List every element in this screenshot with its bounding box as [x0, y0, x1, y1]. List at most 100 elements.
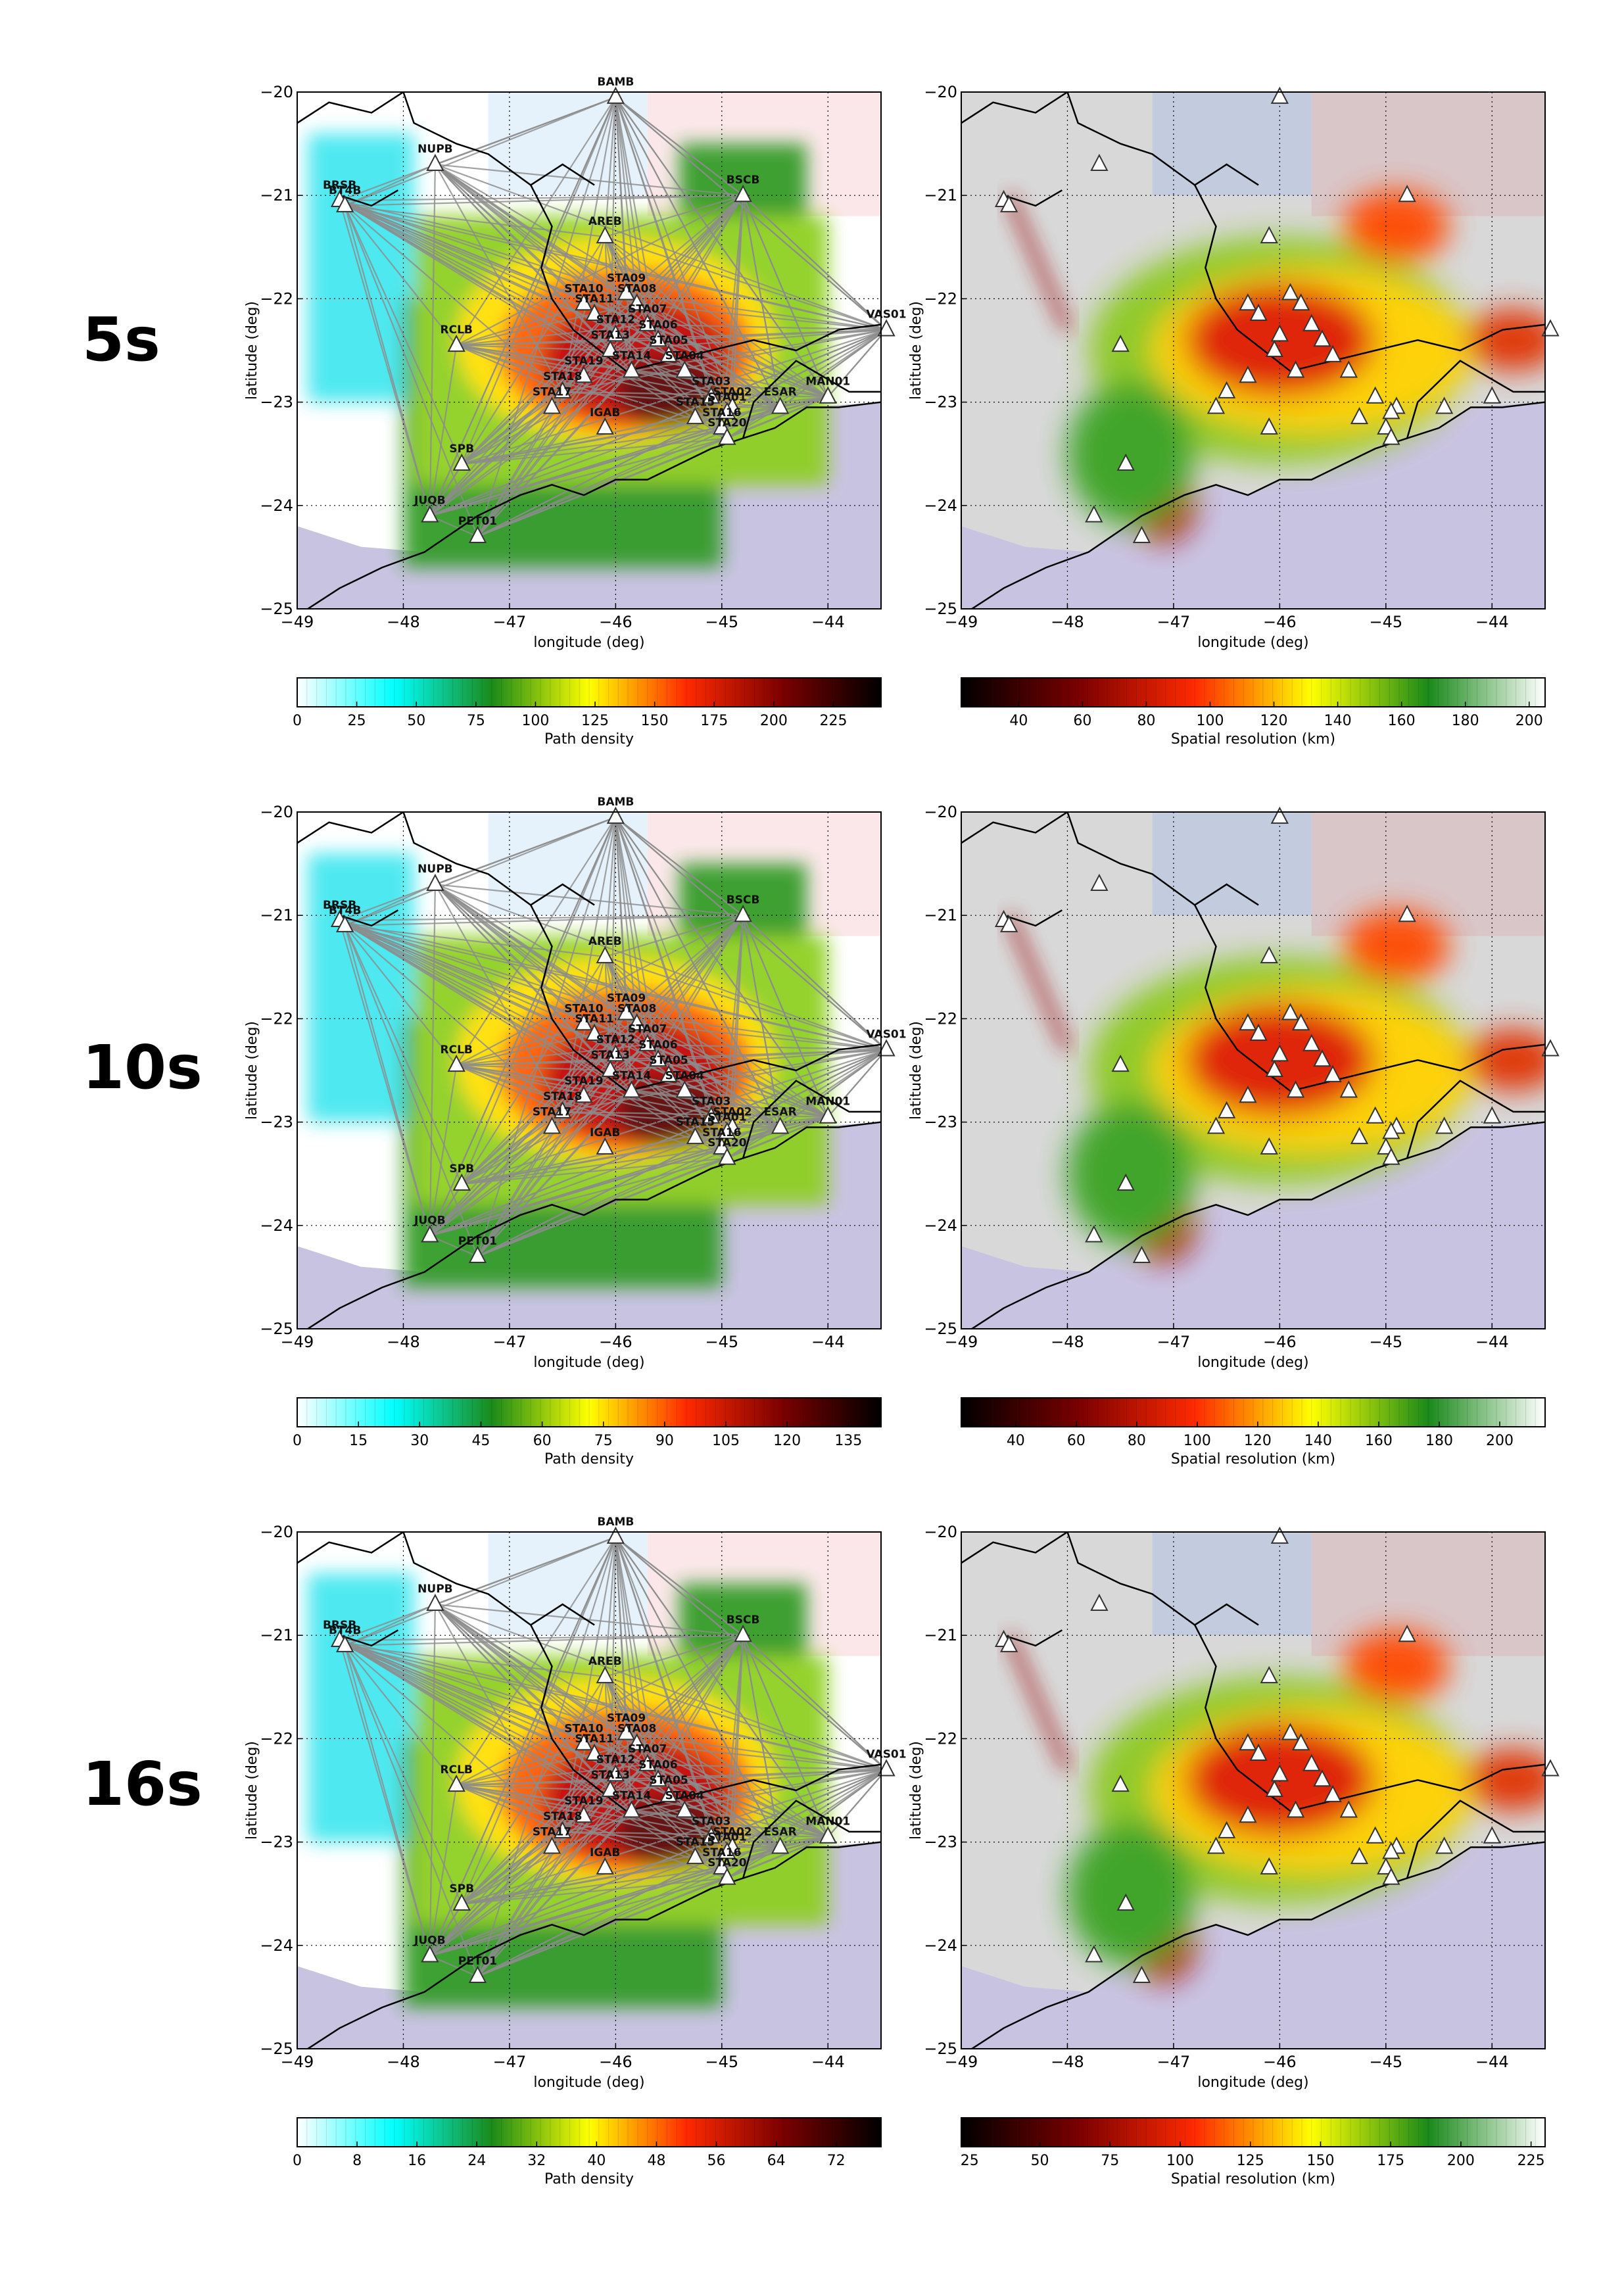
- colorbar-label: Spatial resolution (km): [1171, 1451, 1335, 1468]
- ray-path: [456, 1013, 627, 1066]
- station-marker: [1260, 226, 1278, 244]
- station-label: AREB: [588, 935, 622, 948]
- station-marker: [1302, 1034, 1321, 1051]
- state-border: [297, 812, 404, 844]
- station-marker: [1206, 396, 1226, 414]
- state-border: [1003, 909, 1063, 927]
- state-border: [402, 1532, 881, 1812]
- station-marker: [649, 1769, 667, 1787]
- station-marker: [1260, 945, 1278, 964]
- station-label: BSCB: [727, 1614, 760, 1627]
- colorbar-tick-label: 200: [760, 713, 788, 729]
- station-label: STA04: [665, 349, 705, 362]
- y-tick-label: −21: [924, 906, 957, 924]
- y-tick-label: −21: [924, 1626, 957, 1644]
- ray-path: [345, 204, 781, 408]
- station-marker: [1000, 195, 1018, 212]
- station-marker: [628, 1013, 646, 1031]
- y-tick-label: −20: [260, 83, 293, 101]
- y-axis-label: latitude (deg): [244, 301, 260, 400]
- station-marker: [606, 86, 625, 104]
- station-marker: [468, 1965, 487, 1983]
- colorbar-tick-label: 80: [1137, 713, 1155, 729]
- station-marker: [606, 1764, 625, 1782]
- y-tick-label: −23: [260, 393, 293, 412]
- colorbar-tick-label: 120: [1260, 713, 1288, 729]
- state-border: [1194, 883, 1259, 906]
- colorbar-tick-label: 60: [1073, 713, 1091, 729]
- colorbar-tick-label: 0: [293, 1433, 302, 1449]
- ray-path: [477, 1831, 563, 1977]
- ray-path: [345, 884, 436, 926]
- ray-path: [462, 1877, 727, 1905]
- row-label-16s: 16s: [82, 1749, 203, 1819]
- ray-path: [615, 1536, 744, 1637]
- ray-path: [561, 915, 744, 1112]
- resolution-cell: [1465, 309, 1545, 371]
- station-label: ESAR: [764, 385, 797, 398]
- station-label: JUQB: [414, 494, 446, 508]
- station-marker: [1382, 1147, 1400, 1165]
- station-marker: [1111, 334, 1130, 352]
- ray-path: [461, 1023, 638, 1185]
- ray-path: [610, 1049, 881, 1072]
- station-marker: [1382, 1122, 1400, 1139]
- ray-path: [636, 303, 881, 330]
- ray-path: [477, 1635, 744, 1977]
- ray-path: [657, 329, 881, 341]
- colorbar-tick-label: 24: [467, 2153, 486, 2169]
- resolution-cell: [1343, 1630, 1450, 1703]
- station-marker: [447, 1774, 466, 1792]
- y-tick-label: −22: [260, 1729, 293, 1748]
- station-label: BRSB: [323, 179, 356, 192]
- station-label: STA02: [713, 1105, 752, 1118]
- station-marker: [686, 407, 705, 425]
- station-marker: [1265, 339, 1283, 357]
- station-label: STA04: [665, 1789, 705, 1802]
- colorbar-gradient: [297, 1397, 882, 1427]
- station-marker: [1265, 1059, 1283, 1077]
- resolution-cell: [1465, 1029, 1545, 1091]
- ray-path: [477, 1157, 728, 1257]
- station-marker: [1239, 293, 1257, 311]
- ray-path: [429, 1111, 563, 1237]
- ray-path: [429, 406, 733, 517]
- state-border: [1406, 1800, 1545, 1878]
- station-marker: [1249, 303, 1268, 321]
- colorbar-label: Spatial resolution (km): [1171, 2171, 1335, 2187]
- station-marker: [617, 1723, 636, 1740]
- resolution-cell: [1067, 1821, 1195, 1967]
- ray-path: [461, 303, 638, 465]
- station-marker: [771, 1836, 790, 1854]
- station-marker: [1260, 417, 1278, 435]
- station-marker: [622, 360, 641, 378]
- station-marker: [575, 1733, 593, 1751]
- station-marker: [1435, 1116, 1454, 1134]
- density-cell: [308, 853, 414, 1122]
- station-label: IGAB: [590, 1846, 620, 1859]
- station-marker: [1313, 1049, 1331, 1067]
- station-marker: [1239, 366, 1257, 383]
- x-tick-label: −49: [945, 2053, 978, 2071]
- colorbar-tick-label: 180: [1425, 1433, 1453, 1449]
- station-marker: [675, 1800, 694, 1818]
- ray-path: [727, 332, 881, 439]
- station-marker: [1366, 1106, 1385, 1124]
- ray-path: [742, 195, 881, 326]
- ray-path: [647, 323, 828, 398]
- colorbar-tick-label: 60: [533, 1433, 552, 1449]
- ray-path: [604, 97, 617, 237]
- station-label: STA01: [707, 1830, 746, 1844]
- ray-path: [429, 427, 723, 517]
- colorbar-tick-label: 32: [527, 2153, 546, 2169]
- ray-path: [604, 1676, 627, 1734]
- y-tick-label: −24: [260, 1936, 293, 1955]
- ray-paths: [339, 1536, 881, 1977]
- ray-path: [456, 1784, 611, 1792]
- x-tick-label: −44: [1475, 1333, 1509, 1351]
- ray-path: [477, 1013, 627, 1257]
- ray-path: [429, 1183, 463, 1237]
- x-tick-label: −47: [493, 613, 527, 631]
